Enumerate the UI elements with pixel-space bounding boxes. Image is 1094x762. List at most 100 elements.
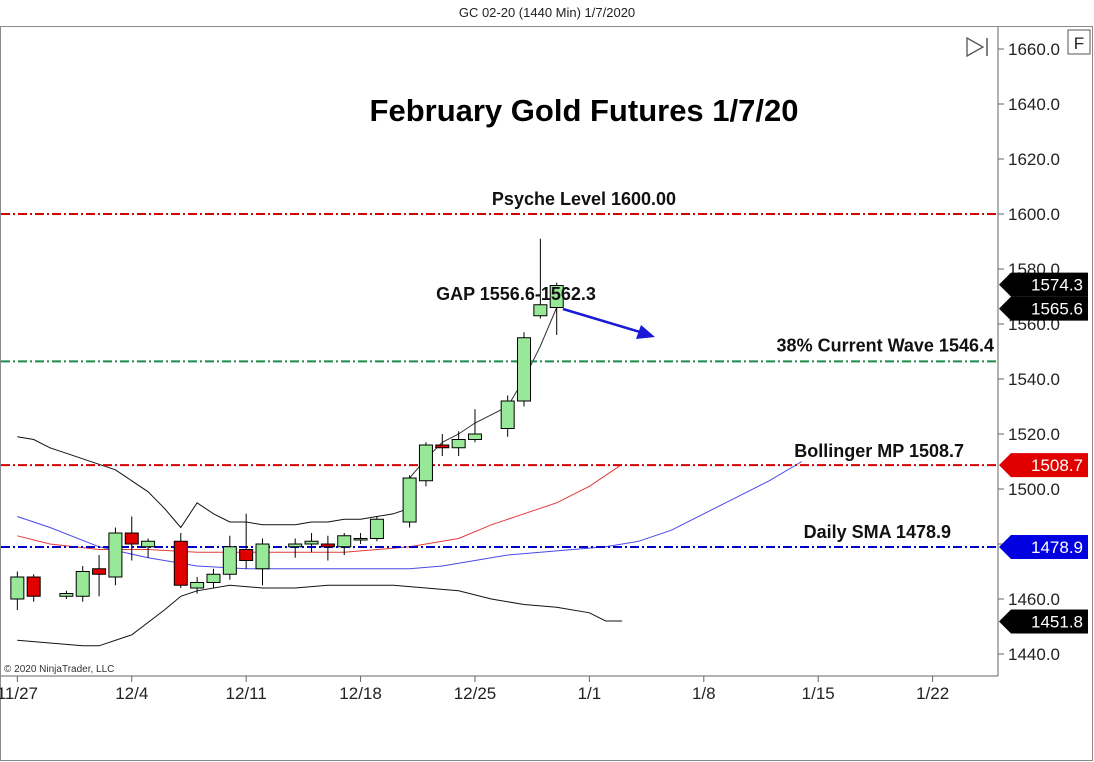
price-tag: 1574.3: [999, 272, 1088, 297]
bollinger-lower-line: [17, 584, 623, 647]
x-tick-label: 12/25: [454, 684, 497, 703]
scroll-end-icon[interactable]: [966, 36, 988, 58]
y-tick-label: 1520.0: [1008, 425, 1060, 444]
candle-body: [353, 538, 368, 541]
candle: [353, 533, 368, 544]
bollinger-mid-line: [17, 463, 623, 553]
price-tag-shape: [999, 453, 1088, 478]
candle-body: [255, 543, 270, 570]
candle-body: [124, 532, 139, 545]
candle: [26, 574, 41, 602]
x-tick-label: 12/4: [115, 684, 148, 703]
indicator-lines: [17, 307, 803, 647]
price-tag-shape: [999, 535, 1088, 560]
candle: [435, 434, 450, 456]
candle: [124, 516, 139, 561]
price-tag-label: 1574.3: [1031, 276, 1083, 295]
candle: [222, 535, 237, 580]
candle: [92, 555, 107, 597]
y-tick-label: 1500.0: [1008, 480, 1060, 499]
y-axis-ticks: 1660.01640.01620.01600.01580.01560.01540…: [998, 40, 1060, 664]
price-tag-label: 1478.9: [1031, 538, 1083, 557]
candle: [369, 516, 384, 542]
sma-line: [17, 461, 803, 570]
candle-body: [549, 285, 564, 308]
x-tick-label: 12/11: [226, 684, 267, 703]
candle-body: [206, 573, 221, 583]
price-tag: 1451.8: [999, 609, 1088, 634]
y-tick-label: 1620.0: [1008, 150, 1060, 169]
candle: [467, 409, 482, 443]
candle-body: [75, 571, 90, 597]
price-tag: 1565.6: [999, 296, 1088, 321]
level-label-psyche: Psyche Level 1600.00: [492, 189, 676, 209]
price-tag-label: 1451.8: [1031, 613, 1083, 632]
candle-body: [418, 444, 433, 482]
gap-arrow-head: [636, 325, 655, 339]
candle-body: [239, 549, 254, 561]
candle-body: [402, 477, 417, 523]
price-tag-label: 1565.6: [1031, 300, 1083, 319]
y-tick-label: 1460.0: [1008, 590, 1060, 609]
candle: [206, 568, 221, 588]
candle-body: [320, 543, 335, 548]
candle-body: [304, 540, 319, 545]
candle: [10, 571, 25, 610]
candle-body: [337, 535, 352, 548]
price-tags: 1574.3 1565.6 1508.7 1478.9 1451.8: [999, 272, 1088, 634]
price-tag-shape: [999, 296, 1088, 321]
gap-annotation-label: GAP 1556.6-1562.3: [436, 284, 596, 304]
candle-body: [369, 518, 384, 539]
candle-body: [190, 582, 205, 589]
price-tag: 1478.9: [999, 535, 1088, 560]
candle-body: [288, 543, 303, 548]
chart-frame: [0, 26, 1093, 761]
f-button[interactable]: F: [1067, 29, 1091, 55]
candle-body: [173, 540, 188, 586]
candle: [304, 533, 319, 553]
chart-main-title: February Gold Futures 1/7/20: [370, 93, 799, 128]
candle: [255, 538, 270, 586]
gap-arrow: [562, 307, 655, 339]
candle-body: [141, 540, 156, 548]
candle: [173, 533, 188, 588]
price-tag-label: 1508.7: [1031, 456, 1083, 475]
candle: [190, 577, 205, 594]
candle: [108, 527, 123, 586]
gap-arrow-shaft: [562, 307, 641, 334]
level-lines: [1, 213, 998, 549]
candle: [288, 538, 303, 558]
level-label-fib38: 38% Current Wave 1546.4: [777, 335, 994, 355]
x-tick-label: 12/18: [339, 684, 382, 703]
candle: [402, 475, 417, 528]
x-tick-label: 11/27: [0, 684, 38, 703]
candle-body: [517, 337, 532, 402]
level-labels: Psyche Level 1600.00 38% Current Wave 154…: [492, 189, 994, 542]
candle: [500, 395, 515, 437]
candle-body: [26, 576, 41, 597]
candle-body: [222, 546, 237, 575]
candle-body: [435, 444, 450, 449]
y-tick-label: 1660.0: [1008, 40, 1060, 59]
candle: [451, 431, 466, 456]
bollinger-upper-line: [17, 436, 410, 529]
candlesticks: [10, 238, 564, 610]
candle-body: [92, 568, 107, 575]
x-tick-label: 1/15: [802, 684, 835, 703]
candle-body: [467, 433, 482, 440]
y-tick-label: 1640.0: [1008, 95, 1060, 114]
x-tick-label: 1/22: [916, 684, 949, 703]
candle: [549, 282, 564, 335]
candle-body: [451, 439, 466, 449]
candle-body: [533, 304, 548, 317]
candle-body: [59, 593, 74, 597]
candle: [337, 533, 352, 555]
candle: [320, 535, 335, 561]
x-tick-label: 1/1: [578, 684, 602, 703]
candle-body: [10, 576, 25, 600]
candle-body: [500, 400, 515, 429]
y-tick-label: 1440.0: [1008, 645, 1060, 664]
candle: [533, 238, 548, 319]
copyright-text: © 2020 NinjaTrader, LLC: [4, 664, 114, 675]
level-label-bollinger-mp: Bollinger MP 1508.7: [794, 441, 964, 461]
